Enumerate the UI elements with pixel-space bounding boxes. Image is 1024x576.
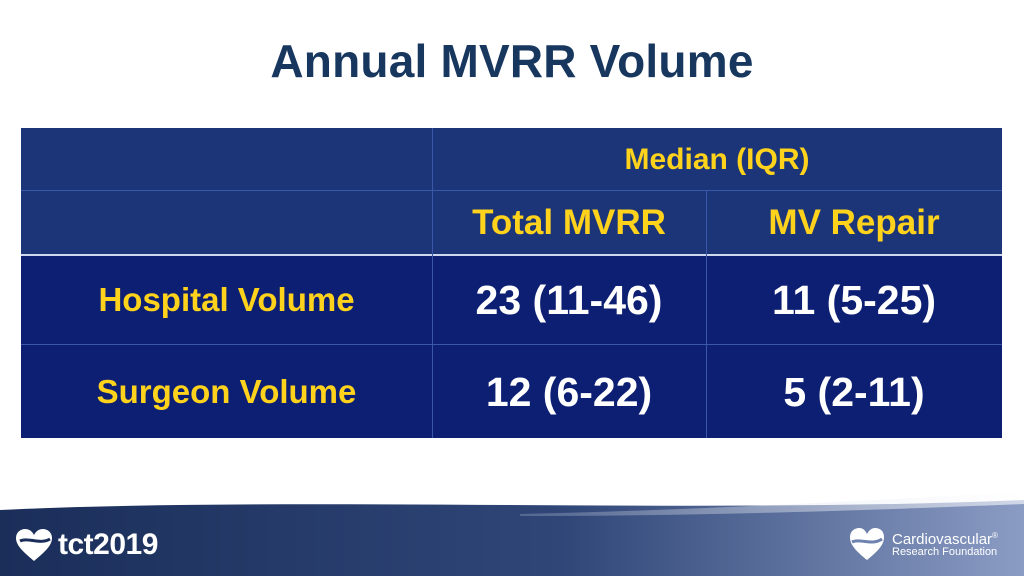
crf-name-line2: Research Foundation (892, 546, 998, 558)
registered-mark: ® (992, 531, 998, 540)
row-label-surgeon-volume: Surgeon Volume (96, 373, 357, 410)
grid-line-vertical-2 (706, 191, 707, 438)
header-blank-cell (21, 128, 432, 254)
cell-surgeon-total-mvrr: 12 (6-22) (485, 368, 653, 415)
column-header-mv-repair: MV Repair (706, 191, 1002, 254)
tct-logo: tct2019 (14, 525, 158, 565)
footer-band (0, 492, 1024, 576)
page-title: Annual MVRR Volume (270, 35, 754, 87)
cell-hospital-mv-repair: 11 (5-25) (771, 276, 937, 323)
cell-hospital-total-mvrr: 23 (11-46) (475, 276, 663, 323)
grid-line-vertical-1 (432, 128, 433, 438)
cell-surgeon-mv-repair: 5 (2-11) (783, 368, 925, 415)
group-header-median-iqr: Median (IQR) (432, 128, 1002, 191)
crf-logo: Cardiovascular® Research Foundation (848, 524, 998, 564)
heart-logo-icon (16, 529, 52, 561)
column-header-total-mvrr: Total MVRR (432, 191, 706, 254)
crf-name-line1: Cardiovascular (892, 531, 993, 548)
grid-line-row-divider (21, 344, 1002, 345)
grid-line-header-horizontal (21, 190, 1002, 191)
row-label-hospital-volume: Hospital Volume (98, 281, 355, 318)
volume-table: Median (IQR) Total MVRR MV Repair Hospit… (21, 128, 1002, 438)
tct-brand-text: tct2019 (58, 528, 158, 561)
grid-line-header-bottom (21, 254, 1002, 256)
crf-heart-icon (850, 528, 884, 560)
